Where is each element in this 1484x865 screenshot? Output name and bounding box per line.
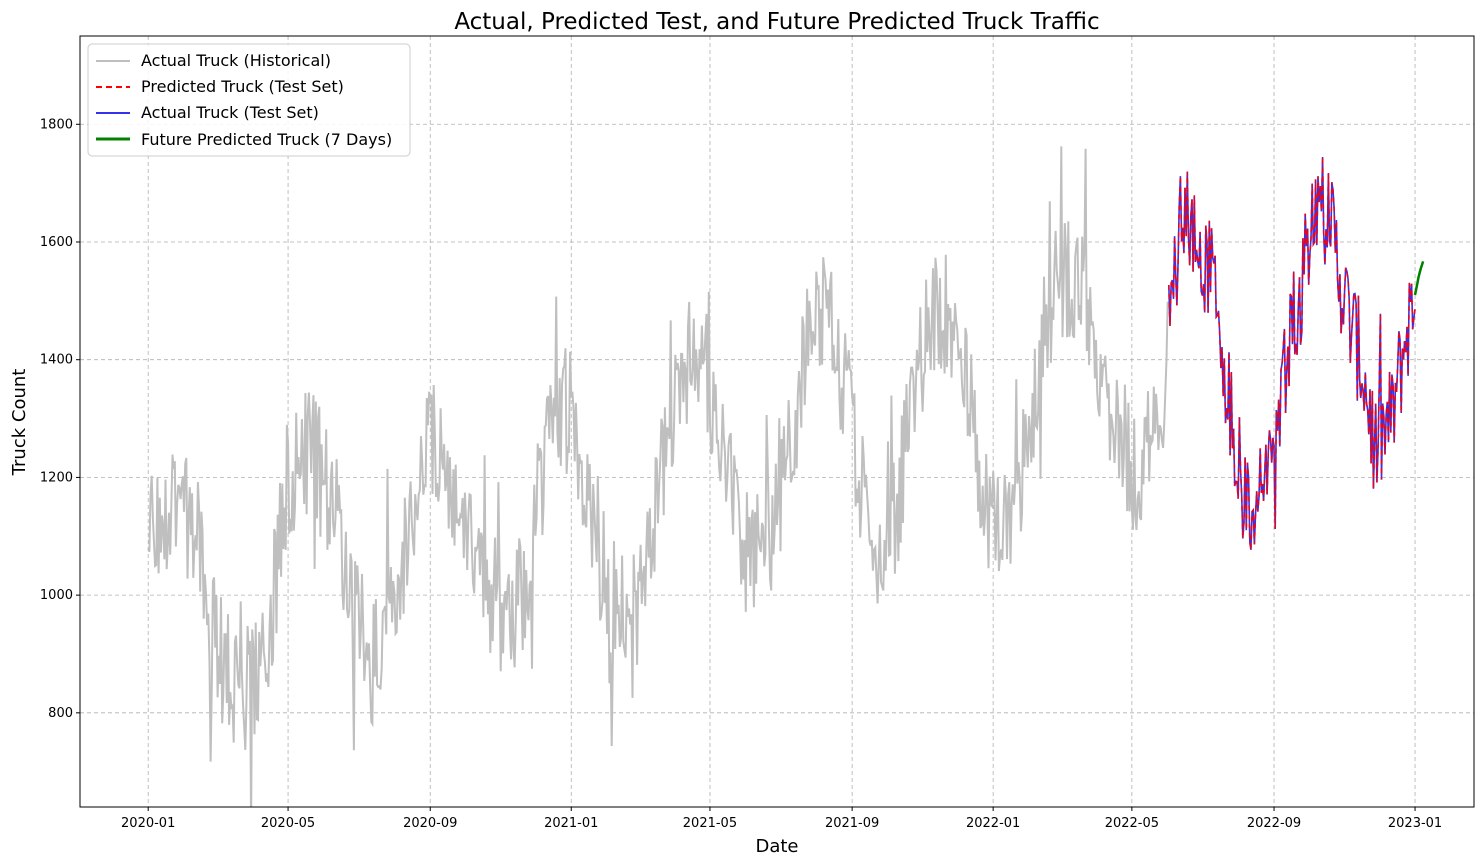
x-axis-title: Date	[755, 836, 798, 857]
legend-box	[87, 43, 411, 157]
x-tick-label: 2021-01	[544, 816, 598, 831]
y-tick-label: 1000	[40, 588, 73, 603]
series-line-historical	[147, 146, 1169, 807]
x-tick-label: 2021-05	[683, 816, 737, 831]
legend-label-historical: Actual Truck (Historical)	[141, 51, 331, 70]
legend-label-predicted-test: Predicted Truck (Test Set)	[141, 77, 344, 96]
series-line-predicted-test	[1168, 156, 1416, 550]
y-tick-label: 1800	[40, 117, 73, 132]
x-tick-label: 2022-05	[1105, 816, 1159, 831]
y-tick-label: 1400	[40, 353, 73, 368]
x-tick-label: 2022-09	[1247, 816, 1301, 831]
y-tick-label: 800	[48, 706, 73, 721]
x-tick-label: 2022-01	[966, 816, 1020, 831]
x-tick-label: 2020-09	[403, 816, 457, 831]
series-line-future	[1413, 261, 1425, 296]
chart-title: Actual, Predicted Test, and Future Predi…	[454, 9, 1099, 35]
x-tick-label: 2023-01	[1388, 816, 1442, 831]
series-layer	[147, 146, 1425, 807]
y-axis-title: Truck Count	[9, 369, 30, 477]
x-tick-label: 2020-05	[261, 816, 315, 831]
x-tick-label: 2021-09	[825, 816, 879, 831]
x-tick-label: 2020-01	[121, 816, 175, 831]
legend-label-future: Future Predicted Truck (7 Days)	[141, 130, 392, 149]
legend: Actual Truck (Historical) Predicted Truc…	[87, 43, 411, 157]
axis-ticks: 800 1000 1200 1400 1600 1800 2020-01 2020-05 202…	[40, 117, 1442, 831]
y-tick-label: 1200	[40, 470, 73, 485]
legend-label-actual-test: Actual Truck (Test Set)	[141, 103, 319, 122]
y-tick-label: 1600	[40, 235, 73, 250]
plot-frame	[79, 35, 1475, 808]
